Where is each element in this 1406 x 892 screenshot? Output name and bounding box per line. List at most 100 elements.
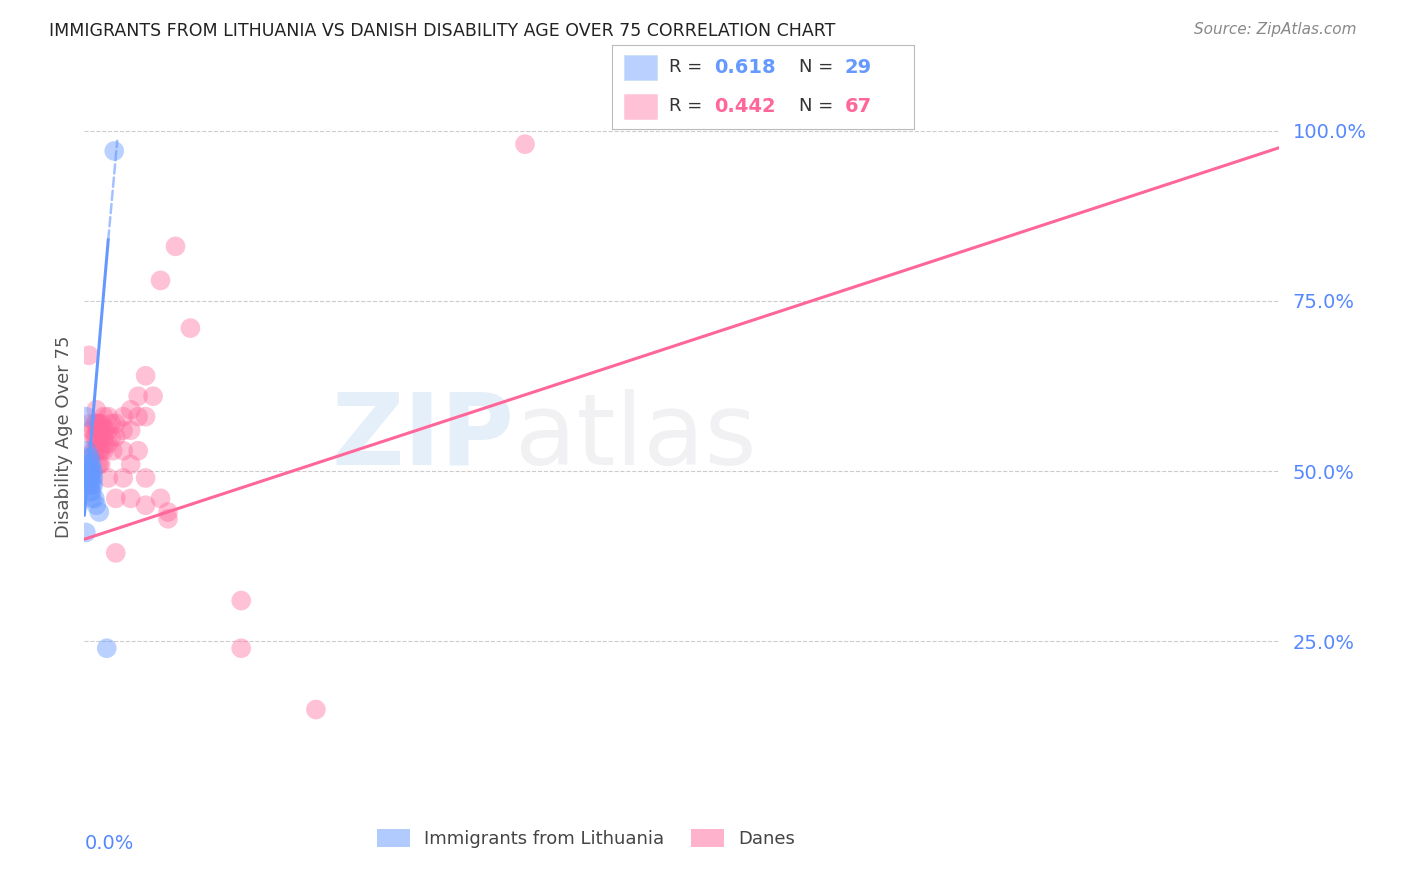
Point: [93, 430, 115, 444]
Point: [112, 409, 135, 424]
Point: [77, 464, 100, 478]
Point: [149, 491, 172, 506]
Point: [76, 443, 98, 458]
Point: [149, 273, 172, 287]
Point: [100, 430, 122, 444]
Point: [135, 471, 157, 485]
Point: [112, 471, 135, 485]
Point: [142, 389, 165, 403]
Legend: Immigrants from Lithuania, Danes: Immigrants from Lithuania, Danes: [370, 822, 803, 855]
Point: [101, 443, 124, 458]
Point: [79, 477, 101, 491]
Point: [89, 430, 111, 444]
Y-axis label: Disability Age Over 75: Disability Age Over 75: [55, 335, 73, 539]
Point: [75, 525, 97, 540]
Point: [83, 491, 105, 506]
Point: [94, 437, 117, 451]
Point: [157, 505, 180, 519]
Point: [90, 430, 112, 444]
Text: 29: 29: [845, 58, 872, 77]
Point: [80, 471, 103, 485]
Point: [80, 491, 103, 506]
Point: [82, 443, 104, 458]
Point: [82, 430, 104, 444]
Point: [76, 458, 98, 472]
Point: [104, 430, 127, 444]
Point: [79, 458, 101, 472]
Point: [135, 498, 157, 512]
Text: R =: R =: [669, 97, 709, 115]
Point: [112, 443, 135, 458]
Point: [82, 471, 104, 485]
Point: [135, 409, 157, 424]
Point: [79, 464, 101, 478]
Point: [77, 450, 100, 465]
Point: [86, 498, 108, 512]
Text: Source: ZipAtlas.com: Source: ZipAtlas.com: [1194, 22, 1357, 37]
Point: [112, 423, 135, 437]
Point: [120, 458, 142, 472]
Point: [104, 546, 127, 560]
Point: [80, 484, 103, 499]
Point: [79, 450, 101, 465]
Point: [305, 702, 328, 716]
Text: 67: 67: [845, 97, 872, 116]
Text: N =: N =: [799, 59, 839, 77]
Text: R =: R =: [669, 59, 709, 77]
Point: [82, 464, 104, 478]
Point: [77, 477, 100, 491]
Point: [231, 593, 253, 607]
Point: [87, 458, 110, 472]
Text: 0.618: 0.618: [714, 58, 776, 77]
Point: [82, 477, 104, 491]
Point: [83, 443, 105, 458]
Point: [80, 477, 103, 491]
Point: [90, 417, 112, 431]
Point: [89, 458, 111, 472]
Point: [80, 423, 103, 437]
Point: [80, 464, 103, 478]
Point: [77, 471, 100, 485]
Point: [86, 430, 108, 444]
Point: [93, 423, 115, 437]
Point: [127, 389, 149, 403]
Point: [86, 443, 108, 458]
Point: [120, 423, 142, 437]
Point: [97, 409, 120, 424]
Point: [79, 417, 101, 431]
Point: [120, 491, 142, 506]
Point: [513, 137, 536, 152]
Point: [120, 402, 142, 417]
Point: [96, 641, 118, 656]
Point: [83, 417, 105, 431]
Point: [104, 491, 127, 506]
Point: [231, 641, 253, 656]
Point: [87, 417, 110, 431]
Text: N =: N =: [799, 97, 839, 115]
Point: [90, 443, 112, 458]
Point: [135, 368, 157, 383]
FancyBboxPatch shape: [624, 54, 657, 80]
Point: [103, 144, 125, 158]
Point: [97, 437, 120, 451]
Point: [87, 423, 110, 437]
Point: [179, 321, 201, 335]
Point: [80, 458, 103, 472]
Point: [79, 484, 101, 499]
Point: [86, 417, 108, 431]
Point: [90, 458, 112, 472]
Point: [75, 409, 97, 424]
Point: [76, 464, 98, 478]
Point: [100, 417, 122, 431]
Text: ZIP: ZIP: [332, 389, 515, 485]
Point: [97, 423, 120, 437]
Point: [89, 417, 111, 431]
Text: 0.0%: 0.0%: [84, 834, 134, 854]
Point: [89, 505, 111, 519]
FancyBboxPatch shape: [624, 94, 657, 120]
Point: [157, 512, 180, 526]
Point: [104, 417, 127, 431]
Point: [86, 402, 108, 417]
Text: 0.442: 0.442: [714, 97, 776, 116]
Point: [83, 430, 105, 444]
